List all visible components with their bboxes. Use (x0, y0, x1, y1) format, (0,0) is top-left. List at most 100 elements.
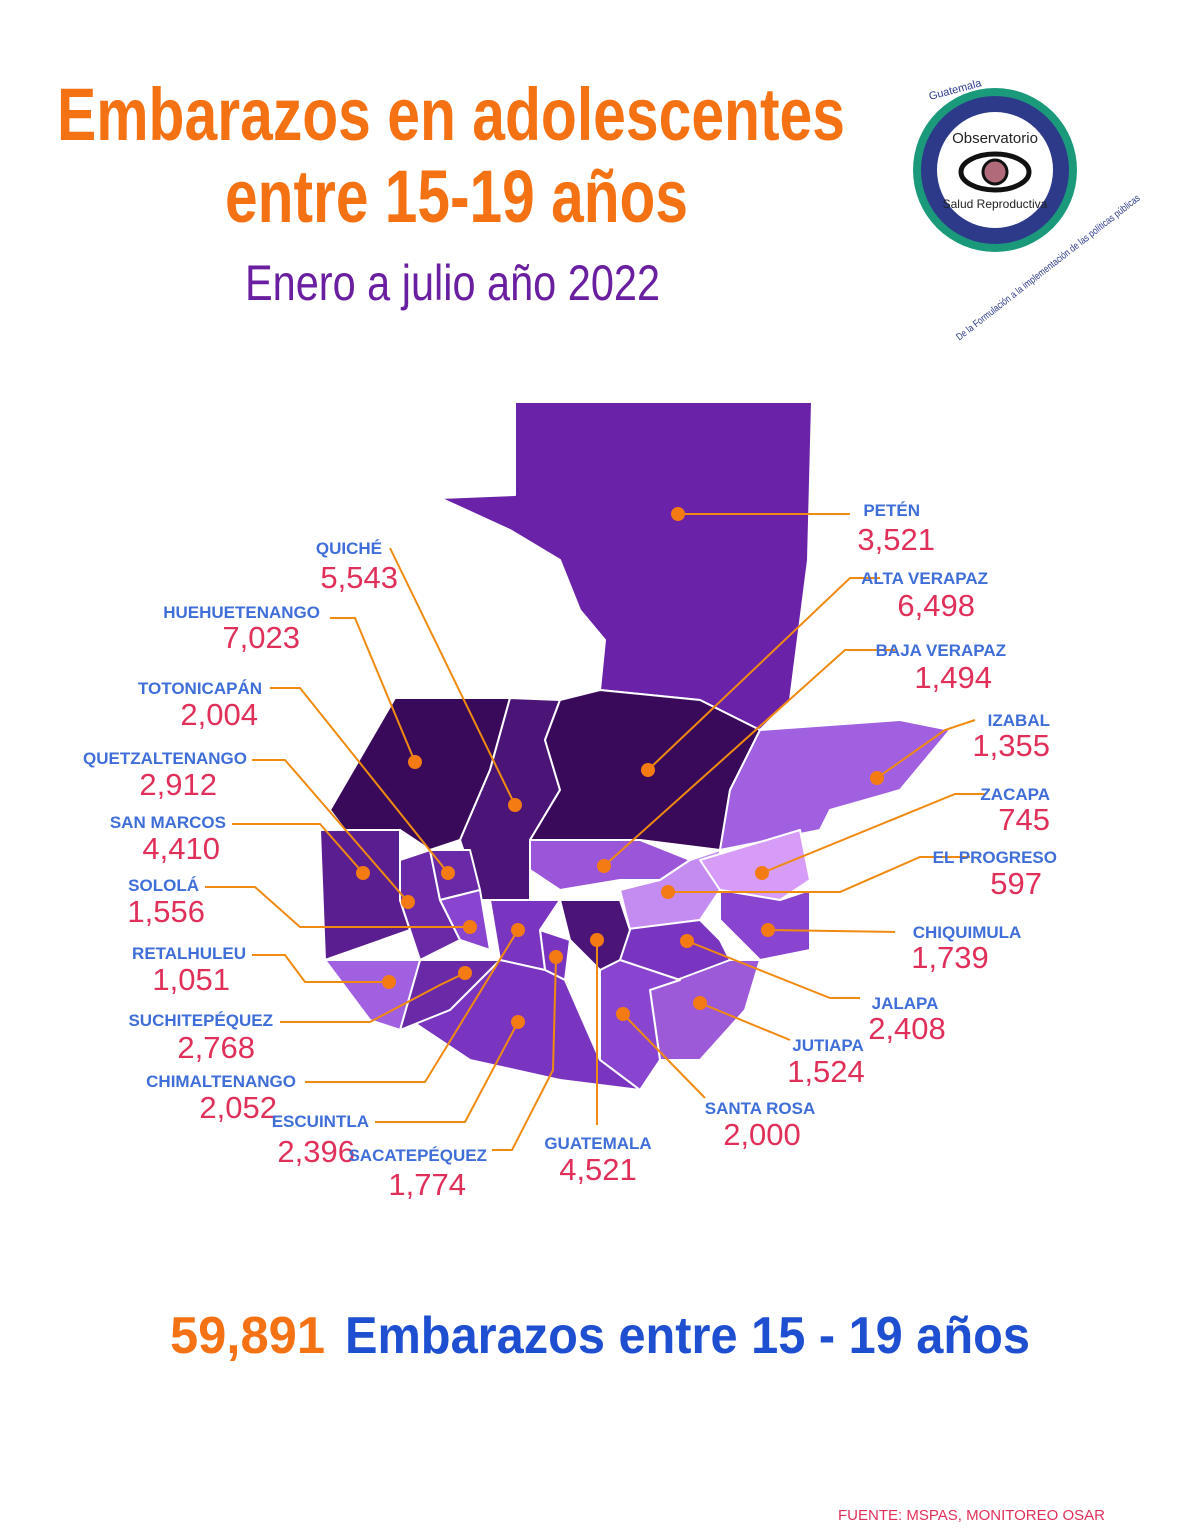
department-value: 3,521 (857, 522, 935, 557)
department-dot (616, 1007, 630, 1021)
title: entre 15-19 años (225, 155, 688, 238)
leader-line (876, 719, 976, 779)
department-value: 1,739 (911, 940, 989, 975)
logo-eye (981, 158, 1009, 186)
department-dot (549, 950, 563, 964)
total-value: 59,891 (170, 1307, 325, 1365)
department-name: IZABAL (988, 711, 1050, 730)
department-dot (458, 966, 472, 980)
department-value: 2,768 (177, 1030, 255, 1065)
department-value: 1,556 (127, 894, 205, 929)
leader-line (647, 577, 880, 771)
department-value: 1,355 (972, 728, 1050, 763)
leader-line (280, 972, 466, 1023)
department-name: ZACAPA (980, 785, 1050, 804)
total-label: Embarazos entre 15 - 19 años (345, 1307, 1030, 1365)
leader-line (330, 617, 416, 763)
leader-line (389, 547, 516, 806)
department-value: 597 (990, 866, 1042, 901)
region (699, 829, 811, 901)
department-name: CHIQUIMULA (913, 923, 1022, 942)
leader-line (252, 954, 389, 983)
department-dot (661, 885, 675, 899)
leader-line (603, 649, 895, 867)
department-dot (401, 895, 415, 909)
logo-text: Salud Reproductiva (943, 197, 1048, 211)
logo: Observatorio Salud Reproductiva Guatemal… (913, 77, 1142, 343)
department-name: SOLOLÁ (128, 876, 199, 895)
leader-line (668, 856, 970, 893)
leader-line (492, 956, 557, 1151)
leader-line (270, 687, 449, 874)
leader-line (375, 1021, 519, 1123)
department-dot (382, 975, 396, 989)
department-value: 2,000 (723, 1117, 801, 1152)
department-value: 5,543 (320, 560, 398, 595)
department-value: 1,524 (787, 1054, 865, 1089)
department-value: 7,023 (222, 620, 300, 655)
department-dot (597, 859, 611, 873)
department-name: HUEHUETENANGO (163, 603, 320, 622)
department-name: SAN MARCOS (110, 813, 226, 832)
region (489, 899, 561, 971)
department-dot (870, 771, 884, 785)
department-name: ALTA VERAPAZ (861, 569, 988, 588)
department-value: 2,052 (199, 1090, 277, 1125)
department-value: 2,396 (277, 1134, 355, 1169)
department-name: EL PROGRESO (933, 848, 1057, 867)
region (324, 959, 421, 1031)
title: Embarazos en adolescentes (57, 73, 845, 156)
department-name: JALAPA (872, 994, 939, 1013)
leader-line (252, 759, 409, 903)
leader-line (761, 793, 985, 874)
department-dot (693, 996, 707, 1010)
department-dot (356, 866, 370, 880)
department-dot (511, 923, 525, 937)
leader-line (305, 929, 519, 1083)
leader-line (699, 1002, 791, 1041)
department-name: ESCUINTLA (272, 1112, 369, 1131)
department-name: BAJA VERAPAZ (876, 641, 1006, 660)
source: FUENTE: MSPAS, MONITOREO OSAR (838, 1507, 1105, 1524)
department-dot (680, 934, 694, 948)
department-dot (755, 866, 769, 880)
department-name: TOTONICAPÁN (138, 679, 262, 698)
department-dot (463, 920, 477, 934)
department-name: CHIMALTENANGO (146, 1072, 296, 1091)
department-dot (671, 507, 685, 521)
department-value: 1,774 (388, 1167, 466, 1202)
leader-line (622, 1013, 706, 1099)
logo-text: Observatorio (952, 130, 1038, 147)
department-name: PETÉN (863, 501, 920, 520)
department-dot (590, 933, 604, 947)
department-value: 1,051 (152, 962, 230, 997)
department-dot (641, 763, 655, 777)
leader-line (767, 929, 896, 933)
department-name: SACATEPÉQUEZ (348, 1146, 487, 1165)
department-value: 4,521 (559, 1152, 637, 1187)
department-dot (511, 1015, 525, 1029)
department-name: QUICHÉ (316, 539, 382, 558)
department-value: 6,498 (897, 588, 975, 623)
department-name: RETALHULEU (132, 944, 246, 963)
department-value: 745 (998, 802, 1050, 837)
region (439, 401, 813, 731)
department-name: SUCHITEPÉQUEZ (128, 1011, 273, 1030)
department-dot (761, 923, 775, 937)
department-value: 4,410 (142, 831, 220, 866)
department-name: JUTIAPA (792, 1036, 863, 1055)
department-name: GUATEMALA (544, 1134, 651, 1153)
department-dot (408, 755, 422, 769)
department-name: QUETZALTENANGO (83, 749, 247, 768)
department-value: 1,494 (914, 660, 992, 695)
map (319, 401, 951, 1091)
leader-line (686, 940, 860, 999)
subtitle: Enero a julio año 2022 (245, 255, 660, 311)
department-name: SANTA ROSA (705, 1099, 816, 1118)
department-value: 2,408 (868, 1011, 946, 1046)
department-dot (508, 798, 522, 812)
leader-line (205, 886, 470, 928)
region (319, 829, 411, 961)
